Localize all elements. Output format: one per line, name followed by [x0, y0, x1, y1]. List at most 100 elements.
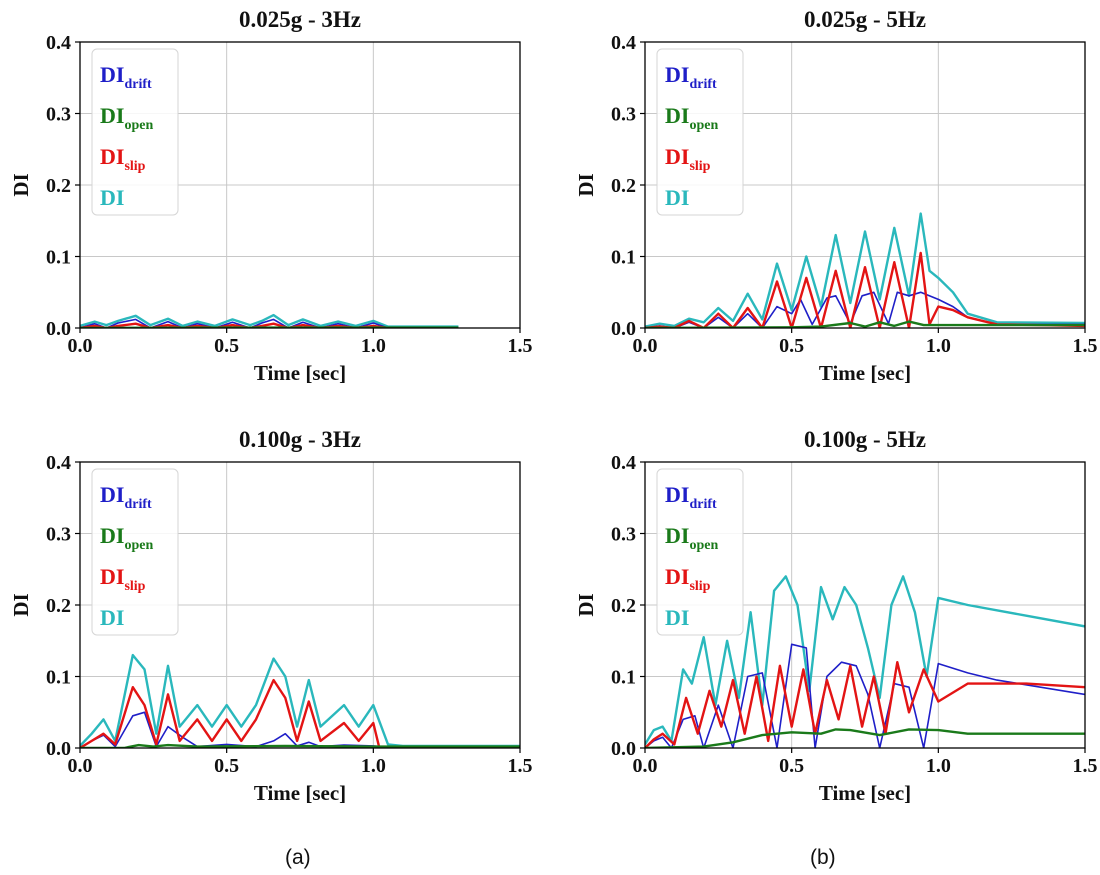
legend-label-main: DI [665, 62, 689, 87]
x-axis-label: Time [sec] [254, 781, 346, 805]
legend-entry-total: DI [665, 185, 689, 210]
y-tick-label: 0.4 [611, 452, 636, 474]
y-tick-label: 0.0 [46, 738, 71, 760]
chart-title: 0.025g - 5Hz [804, 7, 926, 32]
series-line-total [80, 313, 459, 328]
legend-entry-slip: DIslip [100, 564, 146, 594]
y-tick-label: 0.1 [46, 247, 71, 269]
legend-entry-slip: DIslip [665, 564, 711, 594]
x-tick-label: 0.5 [214, 755, 239, 777]
legend-label-sub: open [124, 118, 153, 133]
legend-label-main: DI [100, 62, 124, 87]
y-tick-label: 0.4 [611, 32, 636, 54]
x-tick-label: 1.0 [926, 335, 951, 357]
series-line-drift [645, 643, 1085, 748]
x-tick-label: 1.0 [361, 335, 386, 357]
x-tick-label: 0.5 [214, 335, 239, 357]
legend-label-main: DI [665, 564, 689, 589]
legend-entry-drift: DIdrift [665, 482, 717, 512]
legend-label-sub: slip [124, 159, 145, 174]
legend-entry-slip: DIslip [665, 144, 711, 174]
y-tick-label: 0.1 [611, 247, 636, 269]
chart-svg: 0.025g - 3Hz 0.0 0.5 1.0 1.5 0.0 0.1 0.2 0.3 0.4 T… [9, 7, 533, 385]
y-tick-label: 0.0 [611, 738, 636, 760]
legend-label-main: DI [665, 605, 689, 630]
chart-panel-0-100g-3hz: 0.100g - 3Hz 0.0 0.5 1.0 1.5 0.0 0.1 0.2 0.3 0.4 T… [0, 420, 550, 820]
legend-entry-open: DIopen [665, 523, 718, 553]
legend-label-main: DI [100, 523, 124, 548]
chart-title: 0.100g - 3Hz [239, 427, 361, 452]
legend-entry-drift: DIdrift [100, 62, 152, 92]
y-axis-label: DI [574, 593, 598, 616]
x-tick-label: 0.0 [68, 335, 93, 357]
x-tick-label: 1.5 [508, 335, 533, 357]
legend-label-main: DI [665, 144, 689, 169]
legend-label-sub: open [689, 118, 718, 133]
y-axis-label: DI [9, 173, 33, 196]
series-line-slip [80, 678, 520, 748]
caption-a: (a) [285, 846, 311, 869]
legend-entry-open: DIopen [665, 103, 718, 133]
legend-label-main: DI [100, 605, 124, 630]
legend-box [91, 48, 179, 216]
chart-svg: 0.025g - 5Hz 0.0 0.5 1.0 1.5 0.0 0.1 0.2 0.3 0.4 T… [574, 7, 1098, 385]
y-tick-label: 0.3 [611, 524, 636, 546]
legend-entry-total: DI [100, 605, 124, 630]
legend-label-sub: open [124, 538, 153, 553]
legend-entry-total: DI [665, 605, 689, 630]
legend-label-main: DI [100, 144, 124, 169]
chart-panel-0-025g-5hz: 0.025g - 5Hz 0.0 0.5 1.0 1.5 0.0 0.1 0.2 0.3 0.4 T… [565, 0, 1100, 400]
x-tick-label: 1.0 [926, 755, 951, 777]
y-tick-label: 0.1 [611, 667, 636, 689]
y-tick-label: 0.1 [46, 667, 71, 689]
x-tick-label: 0.5 [779, 335, 804, 357]
y-tick-label: 0.2 [611, 175, 636, 197]
legend-label-sub: drift [689, 497, 717, 512]
legend-label-sub: open [689, 538, 718, 553]
legend-box [656, 48, 744, 216]
y-tick-label: 0.3 [611, 104, 636, 126]
y-tick-label: 0.4 [46, 32, 71, 54]
y-tick-label: 0.2 [46, 595, 71, 617]
series-line-total [645, 212, 1085, 328]
series-line-slip [645, 251, 1085, 328]
y-tick-label: 0.2 [611, 595, 636, 617]
legend-label-main: DI [665, 523, 689, 548]
legend-box [656, 468, 744, 636]
legend-label-main: DI [665, 482, 689, 507]
x-axis-label: Time [sec] [819, 781, 911, 805]
chart-svg: 0.100g - 5Hz 0.0 0.5 1.0 1.5 0.0 0.1 0.2 0.3 0.4 T… [574, 427, 1098, 805]
legend-label-sub: drift [124, 497, 152, 512]
legend-label-sub: slip [124, 579, 145, 594]
chart-svg: 0.100g - 3Hz 0.0 0.5 1.0 1.5 0.0 0.1 0.2 0.3 0.4 T… [9, 427, 533, 805]
legend-label-main: DI [100, 482, 124, 507]
series-line-open [645, 320, 1085, 328]
y-tick-label: 0.0 [46, 318, 71, 340]
y-tick-label: 0.0 [611, 318, 636, 340]
x-axis-label: Time [sec] [819, 361, 911, 385]
x-tick-label: 0.0 [633, 335, 658, 357]
series-line-slip [645, 660, 1085, 748]
chart-title: 0.025g - 3Hz [239, 7, 361, 32]
legend-label-main: DI [665, 103, 689, 128]
y-tick-label: 0.3 [46, 524, 71, 546]
legend-label-sub: slip [689, 579, 710, 594]
legend-entry-slip: DIslip [100, 144, 146, 174]
y-axis-label: DI [9, 593, 33, 616]
legend-entry-open: DIopen [100, 103, 153, 133]
y-tick-label: 0.3 [46, 104, 71, 126]
y-tick-label: 0.2 [46, 175, 71, 197]
caption-b: (b) [810, 846, 836, 869]
legend-label-main: DI [100, 103, 124, 128]
chart-panel-0-100g-5hz: 0.100g - 5Hz 0.0 0.5 1.0 1.5 0.0 0.1 0.2 0.3 0.4 T… [565, 420, 1100, 820]
legend-label-sub: slip [689, 159, 710, 174]
legend-label-main: DI [100, 564, 124, 589]
legend-entry-drift: DIdrift [100, 482, 152, 512]
chart-title: 0.100g - 5Hz [804, 427, 926, 452]
y-tick-label: 0.4 [46, 452, 71, 474]
series-line-open [645, 728, 1085, 748]
series-line-total [80, 653, 520, 748]
